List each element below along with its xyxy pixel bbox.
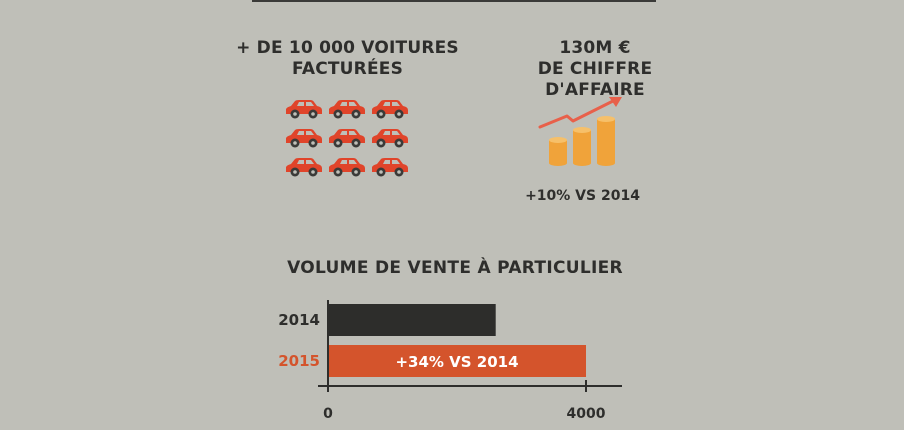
revenue-stat-title: 130M € DE CHIFFRE D'AFFAIRE (485, 38, 705, 101)
growth-arrow-line (538, 98, 617, 129)
category-label-2014: 2014 (278, 311, 320, 329)
revenue-growth-caption: +10% VS 2014 (525, 188, 640, 204)
car-icon (329, 100, 365, 119)
coin-stack (549, 140, 567, 163)
coin-stack (573, 130, 591, 163)
car-icon (329, 129, 365, 148)
growth-coins-icon (538, 97, 622, 166)
x-tick-label: 0 (323, 406, 333, 422)
revenue-stat-line2: DE CHIFFRE D'AFFAIRE (537, 59, 653, 100)
car-icon (372, 158, 408, 177)
bar-data-label: +34% VS 2014 (395, 353, 518, 371)
bar-2014 (328, 304, 496, 336)
car-icon (372, 100, 408, 119)
revenue-stat-line1: 130M € (559, 38, 631, 58)
growth-arrow-head (609, 97, 622, 107)
car-icon (286, 129, 322, 148)
car-icon (286, 158, 322, 177)
x-tick-label: 4000 (567, 406, 606, 422)
car-icon (329, 158, 365, 177)
chart-title: VOLUME DE VENTE À PARTICULIER (287, 258, 623, 278)
coin-stack (597, 119, 615, 163)
cars-icon-grid (284, 98, 414, 178)
cars-stat-line1: + DE 10 000 VOITURES (236, 38, 459, 58)
car-icon (372, 129, 408, 148)
cars-stat-line2: FACTURÉES (291, 59, 404, 79)
car-icon (286, 100, 322, 119)
bar-2015 (328, 345, 586, 377)
category-label-2015: 2015 (278, 352, 320, 370)
cars-stat-title: + DE 10 000 VOITURES FACTURÉES (225, 38, 470, 80)
top-divider (252, 0, 656, 2)
